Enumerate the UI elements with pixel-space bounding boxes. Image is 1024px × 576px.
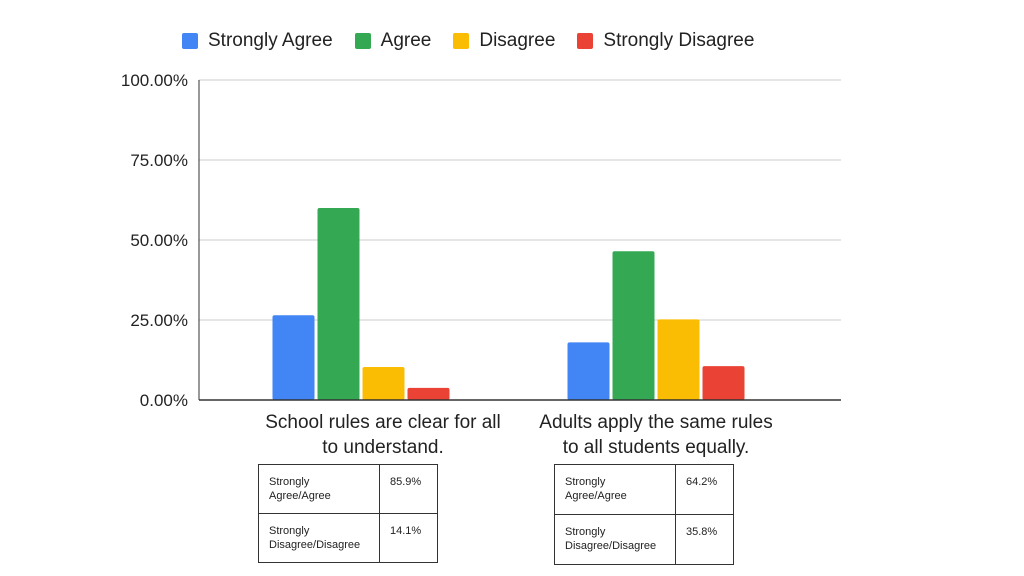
category-label-line: Adults apply the same rules bbox=[539, 412, 773, 433]
axes bbox=[198, 80, 841, 401]
table-cell-value: 14.1% bbox=[379, 513, 438, 563]
legend-label-disagree: Disagree bbox=[479, 30, 556, 51]
bar-strongly-agree-2 bbox=[567, 342, 610, 400]
table-cell-value: 85.9% bbox=[379, 464, 438, 514]
bar-agree-2 bbox=[612, 251, 655, 400]
legend-item-strongly-disagree: Strongly Disagree bbox=[577, 30, 754, 52]
bar-disagree-2 bbox=[657, 319, 700, 400]
gridlines bbox=[199, 79, 841, 321]
table-cell-value: 64.2% bbox=[675, 464, 734, 515]
category-label-school-rules: School rules are clear for all to unders… bbox=[243, 410, 523, 460]
y-tick-labels: 0.00% 25.00% 50.00% 75.00% 100.00% bbox=[121, 71, 188, 410]
y-tick-label: 25.00% bbox=[130, 311, 188, 330]
legend-swatch-strongly-disagree bbox=[577, 33, 594, 49]
y-tick-label: 0.00% bbox=[140, 391, 188, 410]
bars bbox=[272, 208, 745, 400]
table-cell-label: Strongly Agree/Agree bbox=[554, 464, 676, 515]
table-cell-label: Strongly Agree/Agree bbox=[258, 464, 380, 514]
legend: Strongly Agree Agree Disagree Strongly D… bbox=[182, 30, 776, 52]
category-label-adults-apply: Adults apply the same rules to all stude… bbox=[516, 410, 796, 460]
legend-label-agree: Agree bbox=[380, 30, 432, 51]
bar-strongly-disagree-1 bbox=[407, 387, 450, 400]
table-cell-label: Strongly Disagree/Disagree bbox=[554, 514, 676, 565]
bar-strongly-agree-1 bbox=[272, 315, 315, 400]
legend-item-agree: Agree bbox=[354, 30, 432, 52]
bar-disagree-1 bbox=[362, 367, 405, 400]
legend-item-strongly-agree: Strongly Agree bbox=[182, 30, 333, 52]
summary-table-adults-apply: Strongly Agree/Agree 64.2% Strongly Disa… bbox=[554, 464, 734, 565]
y-tick-label: 50.00% bbox=[130, 231, 188, 250]
category-label-line: to understand. bbox=[322, 437, 444, 458]
y-tick-label: 100.00% bbox=[121, 71, 188, 90]
table-row: Strongly Disagree/Disagree 35.8% bbox=[554, 514, 734, 565]
bar-strongly-disagree-2 bbox=[702, 366, 745, 400]
bar-agree-1 bbox=[317, 208, 360, 400]
legend-label-strongly-agree: Strongly Agree bbox=[208, 30, 333, 51]
table-row: Strongly Agree/Agree 64.2% bbox=[554, 464, 734, 515]
y-tick-label: 75.00% bbox=[130, 151, 188, 170]
table-row: Strongly Disagree/Disagree 14.1% bbox=[258, 513, 438, 563]
legend-swatch-strongly-agree bbox=[182, 33, 198, 49]
table-cell-value: 35.8% bbox=[675, 514, 734, 565]
summary-table-school-rules: Strongly Agree/Agree 85.9% Strongly Disa… bbox=[258, 464, 438, 563]
category-label-line: School rules are clear for all bbox=[265, 412, 501, 433]
legend-label-strongly-disagree: Strongly Disagree bbox=[603, 30, 755, 51]
category-label-line: to all students equally. bbox=[562, 437, 750, 458]
legend-swatch-disagree bbox=[453, 33, 470, 49]
legend-item-disagree: Disagree bbox=[453, 30, 555, 52]
table-cell-label: Strongly Disagree/Disagree bbox=[258, 513, 380, 563]
table-row: Strongly Agree/Agree 85.9% bbox=[258, 464, 438, 514]
legend-swatch-agree bbox=[354, 33, 371, 49]
